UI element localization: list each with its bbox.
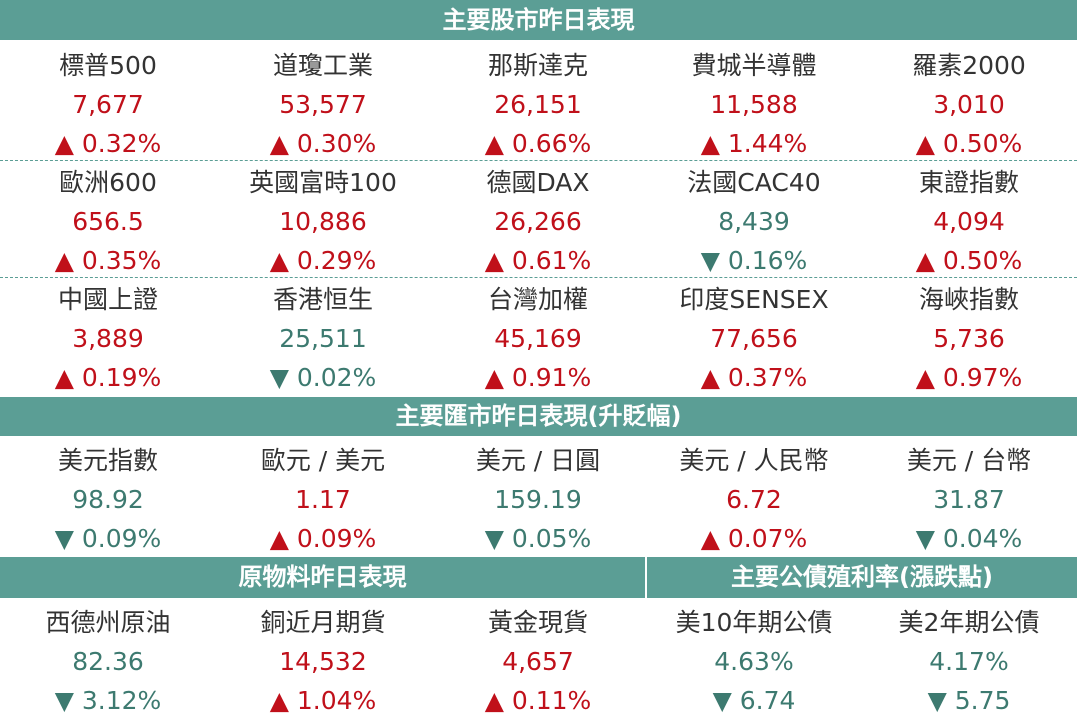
item-name: 美元指數 — [57, 446, 158, 475]
item-change: ▲ 0.50% — [915, 129, 1023, 158]
item-value: 4.63% — [714, 647, 794, 676]
item-value: 45,169 — [494, 324, 582, 353]
item-name: 銅近月期貨 — [260, 608, 386, 637]
item-change: ▲ 0.30% — [269, 129, 377, 158]
item-change: ▼ 0.16% — [700, 246, 808, 275]
item-value: 11,588 — [710, 90, 798, 119]
item-name: 英國富時100 — [249, 168, 397, 197]
item-change: ▲ 0.32% — [54, 129, 162, 158]
item-value: 4.17% — [929, 647, 1009, 676]
item-value: 31.87 — [933, 485, 1005, 514]
item-name: 美10年期公債 — [675, 608, 833, 637]
item-value: 159.19 — [494, 485, 582, 514]
item-change: ▲ 0.11% — [484, 686, 592, 715]
item-change: ▼ 0.09% — [54, 524, 162, 553]
item-change: ▲ 0.50% — [915, 246, 1023, 275]
item-name: 歐洲600 — [59, 168, 157, 197]
section-header: 主要股市昨日表現 — [0, 0, 1077, 40]
item-change: ▲ 0.61% — [484, 246, 592, 275]
item-name: 標普500 — [59, 51, 157, 80]
item-change: ▼ 6.74 — [712, 686, 796, 715]
item-name: 美元 / 台幣 — [906, 446, 1032, 475]
item-name: 中國上證 — [57, 285, 158, 314]
item-name: 香港恒生 — [272, 285, 373, 314]
item-name: 台灣加權 — [487, 285, 588, 314]
item-name: 美2年期公債 — [898, 608, 1040, 637]
item-name: 羅素2000 — [912, 51, 1026, 80]
item-value: 14,532 — [279, 647, 367, 676]
item-value: 6.72 — [726, 485, 782, 514]
item-change: ▲ 0.19% — [54, 363, 162, 392]
item-value: 5,736 — [933, 324, 1005, 353]
item-name: 美元 / 日圓 — [475, 446, 601, 475]
item-change: ▲ 0.35% — [54, 246, 162, 275]
section-header: 原物料昨日表現 — [0, 557, 645, 598]
item-value: 4,657 — [502, 647, 574, 676]
item-value: 82.36 — [72, 647, 144, 676]
item-change: ▲ 1.04% — [269, 686, 377, 715]
item-value: 656.5 — [72, 207, 144, 236]
item-value: 77,656 — [710, 324, 798, 353]
item-name: 歐元 / 美元 — [260, 446, 386, 475]
section-header: 主要匯市昨日表現(升貶幅) — [0, 397, 1077, 436]
item-value: 7,677 — [72, 90, 144, 119]
item-change: ▲ 0.09% — [269, 524, 377, 553]
item-change: ▲ 0.37% — [700, 363, 808, 392]
item-change: ▲ 0.29% — [269, 246, 377, 275]
item-name: 德國DAX — [486, 168, 590, 197]
item-change: ▼ 0.05% — [484, 524, 592, 553]
item-value: 98.92 — [72, 485, 144, 514]
item-change: ▼ 0.02% — [269, 363, 377, 392]
divider — [0, 277, 1077, 278]
item-name: 印度SENSEX — [679, 285, 829, 314]
item-name: 道瓊工業 — [272, 51, 373, 80]
item-value: 26,266 — [494, 207, 582, 236]
item-value: 8,439 — [718, 207, 790, 236]
item-name: 西德州原油 — [45, 608, 171, 637]
item-value: 3,889 — [72, 324, 144, 353]
item-value: 10,886 — [279, 207, 367, 236]
item-change: ▼ 3.12% — [54, 686, 162, 715]
item-value: 3,010 — [933, 90, 1005, 119]
item-value: 26,151 — [494, 90, 582, 119]
divider — [0, 160, 1077, 161]
section-header: 主要公債殖利率(漲跌點) — [647, 557, 1077, 598]
item-name: 海峽指數 — [918, 285, 1019, 314]
item-name: 東證指數 — [918, 168, 1019, 197]
item-name: 美元 / 人民幣 — [679, 446, 829, 475]
item-change: ▲ 0.97% — [915, 363, 1023, 392]
item-change: ▲ 0.66% — [484, 129, 592, 158]
item-change: ▲ 0.91% — [484, 363, 592, 392]
item-change: ▲ 0.07% — [700, 524, 808, 553]
item-name: 那斯達克 — [487, 51, 588, 80]
item-value: 53,577 — [279, 90, 367, 119]
item-name: 黃金現貨 — [487, 608, 588, 637]
item-value: 4,094 — [933, 207, 1005, 236]
item-value: 25,511 — [279, 324, 367, 353]
item-value: 1.17 — [295, 485, 351, 514]
item-change: ▼ 0.04% — [915, 524, 1023, 553]
item-change: ▲ 1.44% — [700, 129, 808, 158]
item-name: 費城半導體 — [691, 51, 817, 80]
item-name: 法國CAC40 — [687, 168, 821, 197]
item-change: ▼ 5.75 — [927, 686, 1011, 715]
